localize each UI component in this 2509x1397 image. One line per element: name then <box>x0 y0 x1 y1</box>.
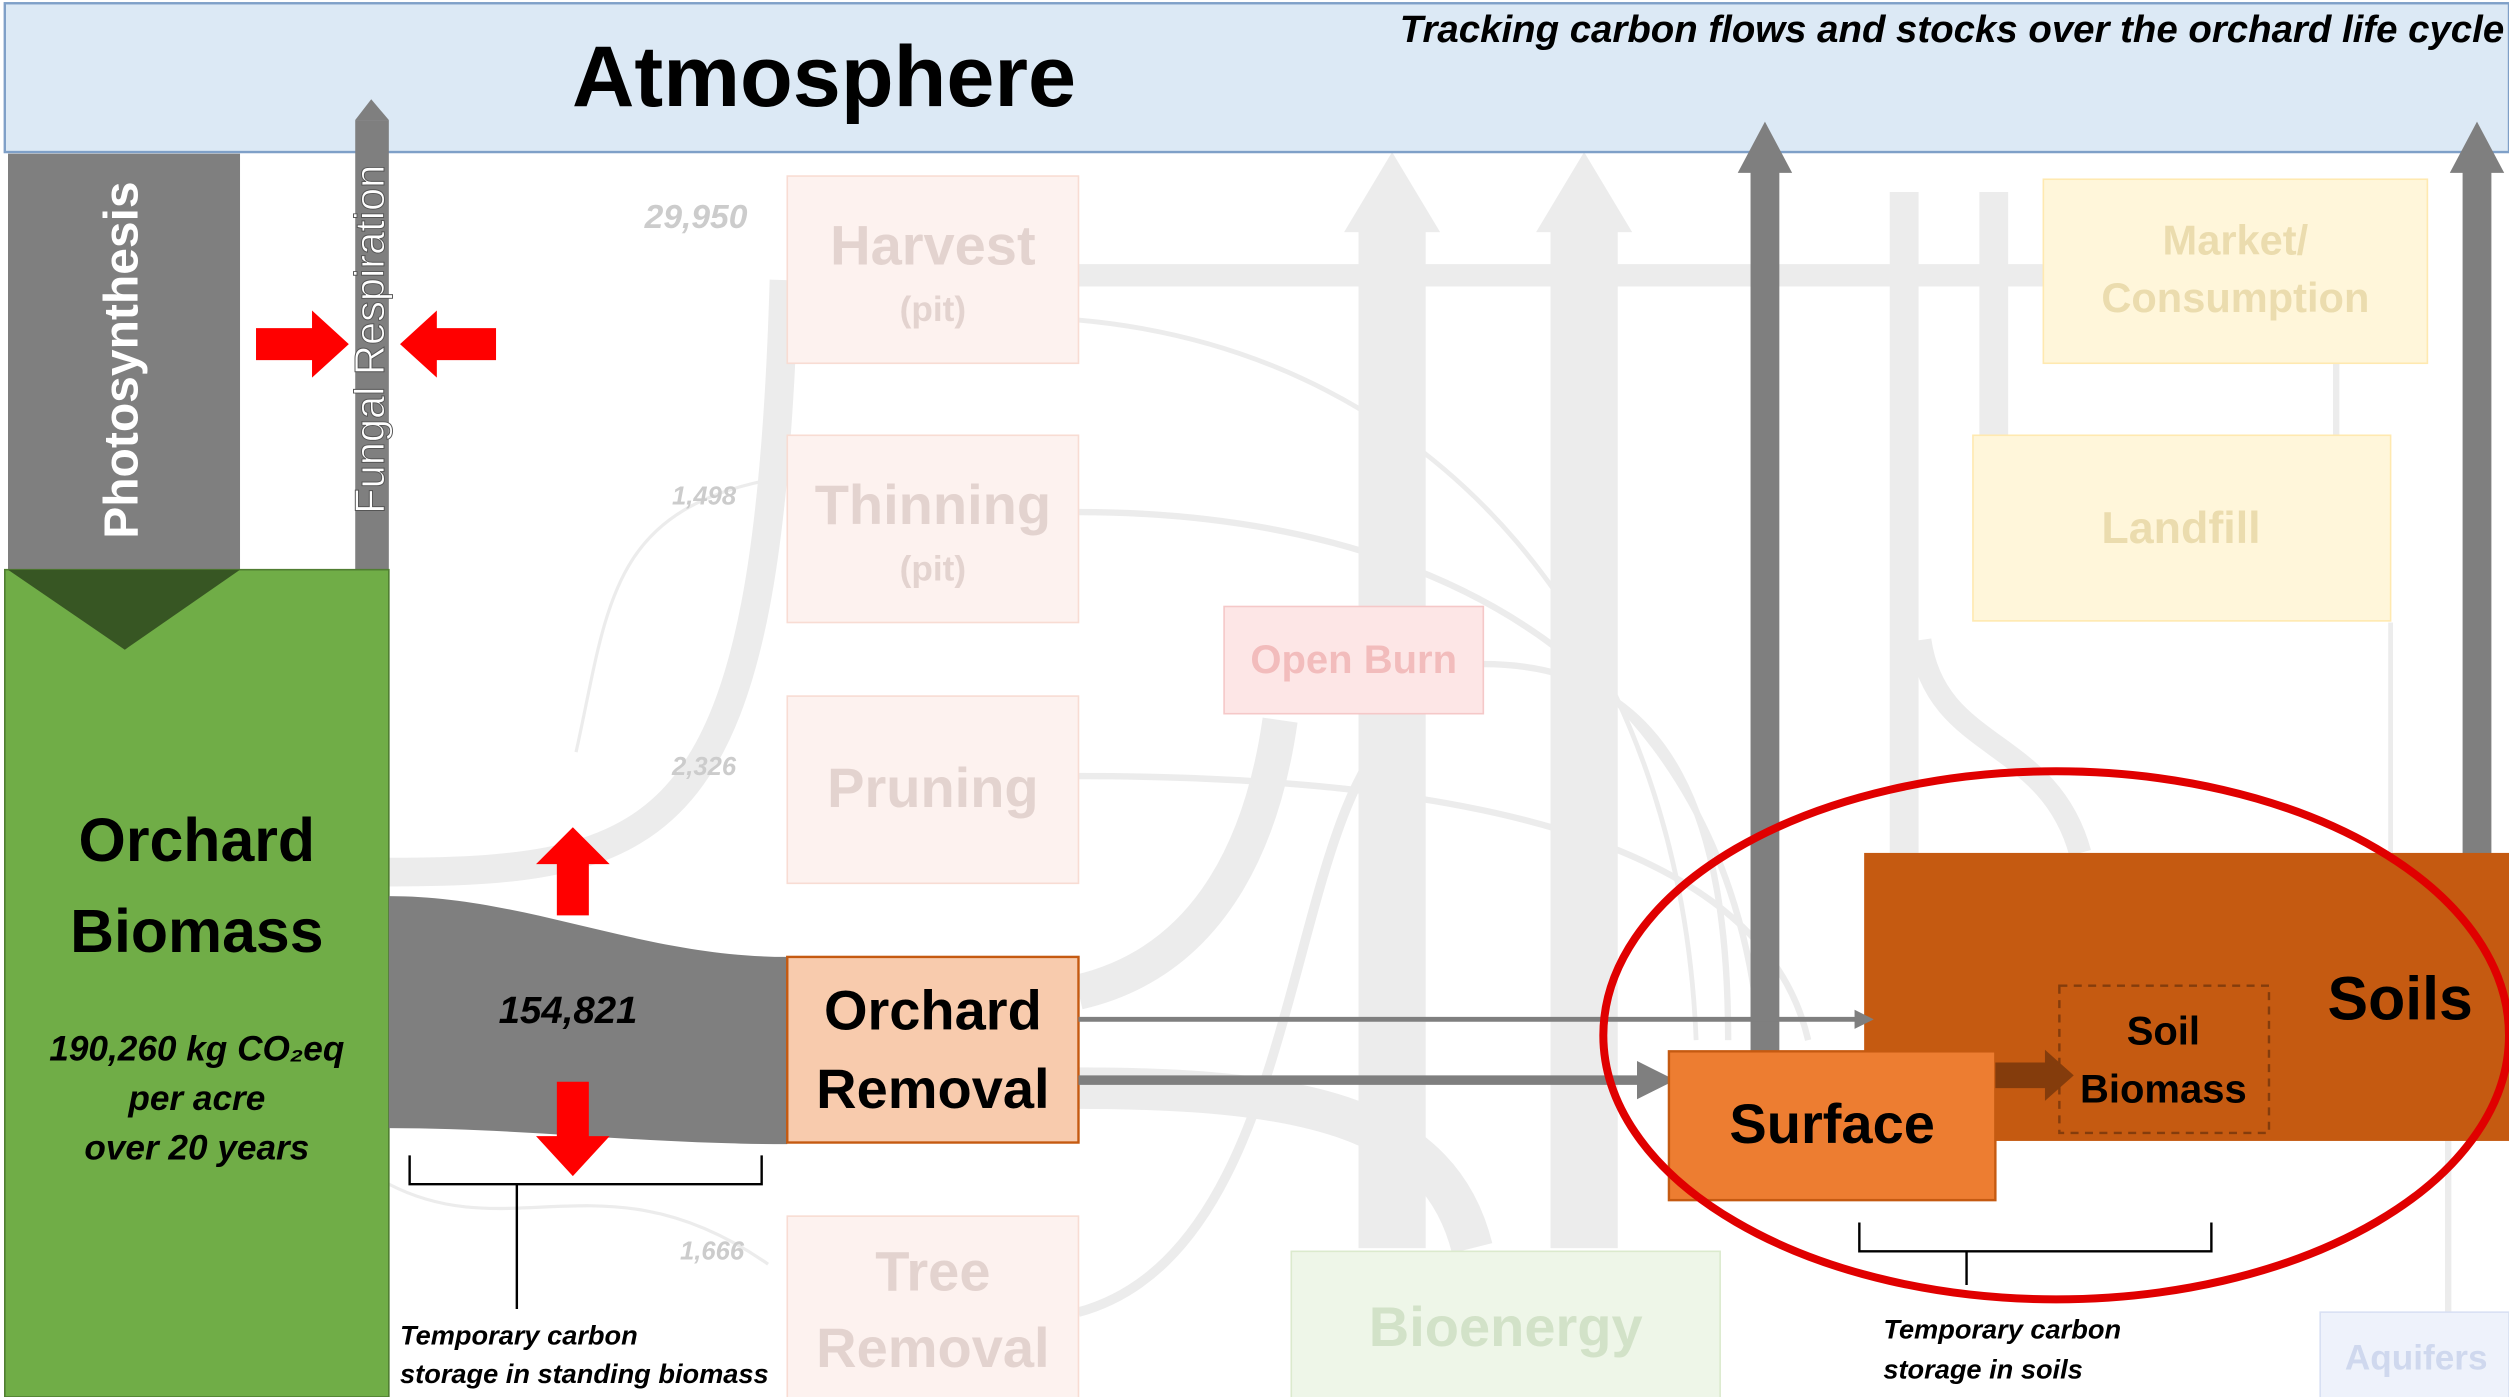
node-label: Tree Removal <box>816 1239 1049 1379</box>
node-label: Aquifers <box>2345 1338 2488 1377</box>
red-arrow <box>536 1081 610 1177</box>
node-label: Soil Biomass <box>2080 1009 2247 1111</box>
flow-label: Photosynthesis <box>95 181 148 538</box>
flow-label: Fungal Respiration <box>346 165 393 514</box>
arrow-head <box>8 569 241 650</box>
arrow-head <box>1737 121 1793 173</box>
highlight-ellipse <box>1599 767 2509 1304</box>
flow-value: 2,326 <box>671 753 737 781</box>
arrow-head <box>2449 121 2505 173</box>
node-description: 190,260 kg CO₂eq per acre over 20 years <box>49 1030 344 1168</box>
node-label: Orchard Biomass <box>70 806 323 965</box>
node-label: Open Burn <box>1250 638 1457 682</box>
photosynthesis-flow <box>8 153 241 570</box>
annotation: Temporary carbon storage in soils <box>1883 1314 2121 1385</box>
faded-nodes <box>786 175 2509 1397</box>
orchard-biomass <box>4 568 390 1397</box>
emission-flow <box>1750 168 1780 1053</box>
respiration-flow <box>355 120 389 570</box>
node-label: Soils <box>2328 964 2473 1032</box>
node-label: Thinning (pit) <box>815 473 1051 589</box>
node-label: Market/Consumption <box>2101 216 2369 321</box>
soil-arrow <box>1995 1049 2074 1101</box>
node-label: Pruning <box>827 756 1039 819</box>
red-arrow <box>536 827 610 916</box>
arrow-head <box>355 99 389 121</box>
red-arrow <box>256 310 349 378</box>
flow-value: 1,666 <box>680 1238 745 1266</box>
title: Atmosphere <box>572 29 1076 125</box>
orchard-removal <box>786 955 1080 1144</box>
removal-flow <box>388 896 788 1145</box>
node-label: Landfill <box>2101 503 2260 553</box>
bracket <box>1858 1222 2213 1285</box>
atmosphere-band <box>3 2 2509 154</box>
soil-biomass <box>2058 984 2271 1135</box>
node-label: Surface <box>1729 1092 1934 1155</box>
surface <box>1667 1050 1997 1202</box>
node-label: Harvest (pit) <box>830 213 1035 329</box>
red-arrow <box>400 310 497 378</box>
flow-value: 29,950 <box>644 199 748 236</box>
node-label: Bioenergy <box>1369 1295 1643 1358</box>
flow-value: 1,498 <box>672 482 737 510</box>
node-label: Orchard Removal <box>816 978 1049 1119</box>
flow-value: 154,821 <box>499 989 638 1032</box>
bracket <box>408 1155 763 1309</box>
annotation: Temporary carbon storage in standing biom… <box>400 1320 769 1389</box>
emission-flow <box>2462 168 2492 857</box>
subtitle: Tracking carbon flows and stocks over th… <box>1400 8 2504 51</box>
